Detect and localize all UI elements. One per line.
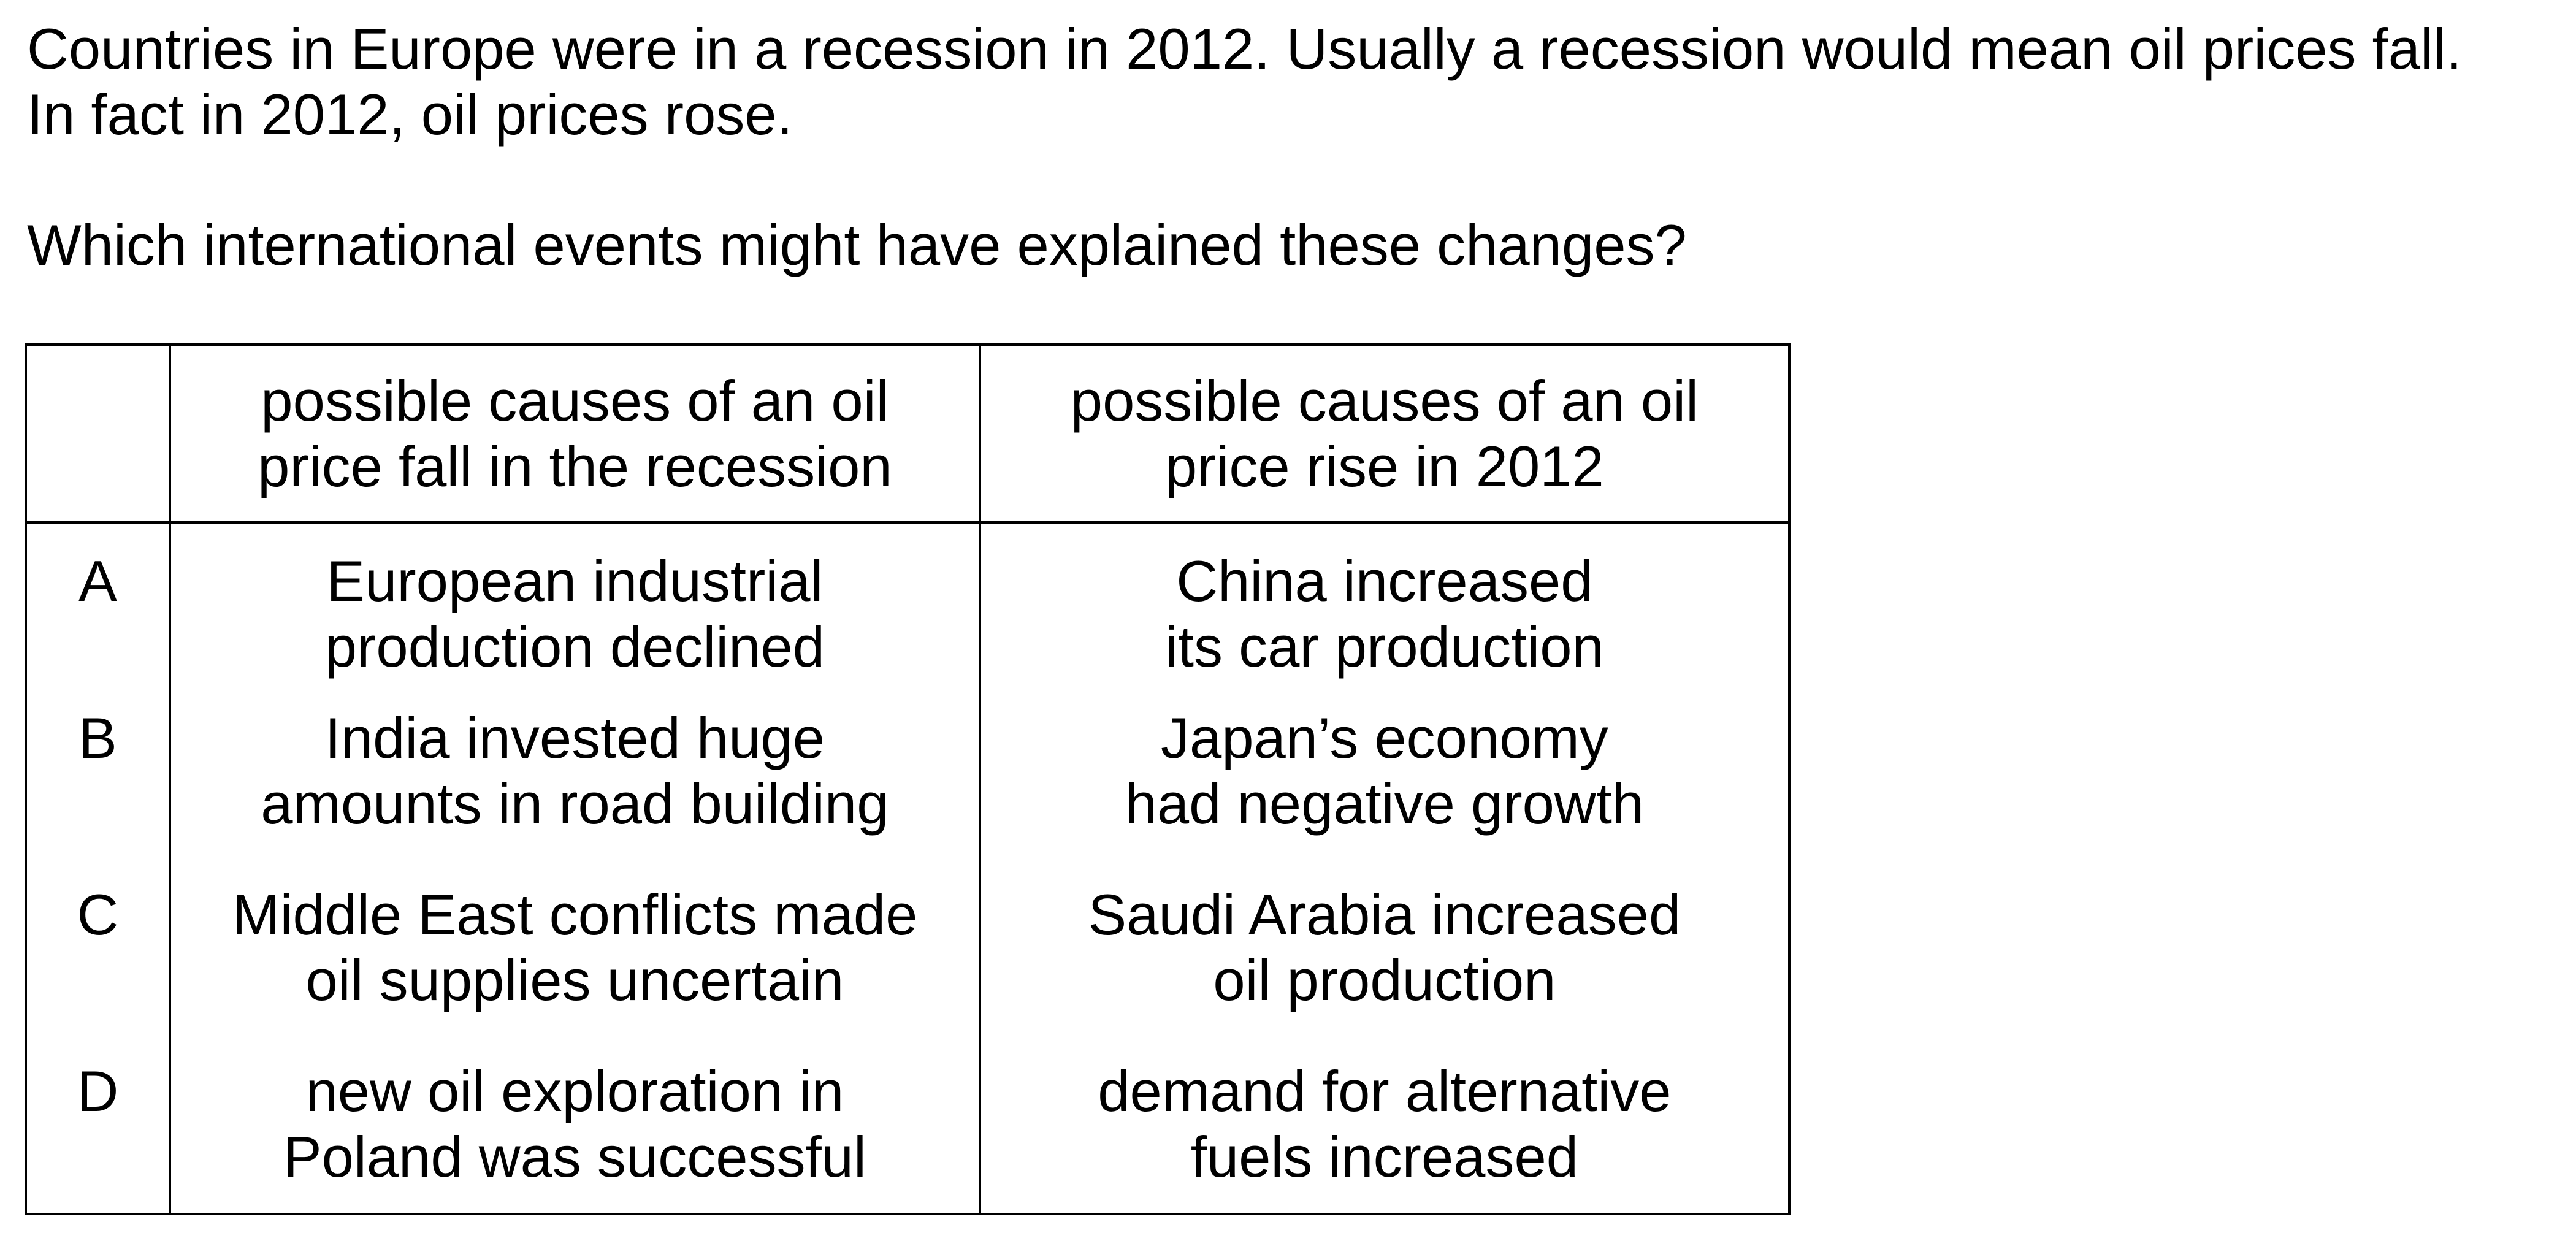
question-text: Which international events might have ex… bbox=[27, 213, 1687, 277]
rise-cause-line-2: fuels increased bbox=[1190, 1125, 1579, 1189]
fall-cause-cell: Middle East conflicts made oil supplies … bbox=[169, 856, 981, 1033]
rise-cause-line-1: Saudi Arabia increased bbox=[1088, 882, 1681, 947]
intro-line-2: In fact in 2012, oil prices rose. bbox=[27, 82, 793, 147]
table-header-row: possible causes of an oil price fall in … bbox=[25, 343, 1791, 524]
fall-cause-cell: India invested huge amounts in road buil… bbox=[169, 679, 981, 856]
fall-cause-line-2: Poland was successful bbox=[283, 1125, 866, 1189]
fall-cause-line-1: European industrial bbox=[326, 549, 824, 613]
rise-cause-cell: China increased its car production bbox=[978, 522, 1791, 679]
rise-cause-line-2: had negative growth bbox=[1125, 771, 1645, 836]
option-letter: B bbox=[25, 679, 171, 856]
intro-paragraph: Countries in Europe were in a recession … bbox=[27, 16, 2541, 147]
rise-cause-line-1: demand for alternative bbox=[1098, 1059, 1672, 1123]
header-rise-cell: possible causes of an oil price rise in … bbox=[978, 343, 1791, 524]
fall-cause-line-1: Middle East conflicts made bbox=[232, 882, 918, 947]
fall-cause-line-1: India invested huge bbox=[324, 706, 825, 770]
header-letter-cell bbox=[25, 343, 171, 524]
header-fall-line-2: price fall in the recession bbox=[258, 434, 892, 498]
rise-cause-cell: Saudi Arabia increased oil production bbox=[978, 856, 1791, 1033]
intro-line-1: Countries in Europe were in a recession … bbox=[27, 17, 2462, 81]
table-row: C Middle East conflicts made oil supplie… bbox=[25, 856, 1791, 1033]
option-letter: D bbox=[25, 1033, 171, 1215]
option-letter: C bbox=[25, 856, 171, 1033]
header-fall-line-1: possible causes of an oil bbox=[261, 369, 889, 433]
table-row: B India invested huge amounts in road bu… bbox=[25, 679, 1791, 856]
rise-cause-line-1: Japan’s economy bbox=[1160, 706, 1608, 770]
fall-cause-cell: new oil exploration in Poland was succes… bbox=[169, 1033, 981, 1215]
fall-cause-cell: European industrial production declined bbox=[169, 522, 981, 679]
rise-cause-line-2: its car production bbox=[1164, 614, 1604, 679]
fall-cause-line-2: production declined bbox=[324, 614, 825, 679]
fall-cause-line-2: amounts in road building bbox=[261, 771, 889, 836]
options-table: possible causes of an oil price fall in … bbox=[25, 343, 1791, 1215]
rise-cause-cell: Japan’s economy had negative growth bbox=[978, 679, 1791, 856]
rise-cause-line-1: China increased bbox=[1176, 549, 1593, 613]
fall-cause-line-2: oil supplies uncertain bbox=[305, 948, 844, 1012]
fall-cause-line-1: new oil exploration in bbox=[305, 1059, 844, 1123]
option-letter: A bbox=[25, 522, 171, 679]
table-row: A European industrial production decline… bbox=[25, 522, 1791, 679]
table-row: D new oil exploration in Poland was succ… bbox=[25, 1033, 1791, 1215]
header-fall-cell: possible causes of an oil price fall in … bbox=[169, 343, 981, 524]
rise-cause-line-2: oil production bbox=[1213, 948, 1556, 1012]
rise-cause-cell: demand for alternative fuels increased bbox=[978, 1033, 1791, 1215]
header-rise-line-1: possible causes of an oil bbox=[1070, 369, 1699, 433]
header-rise-line-2: price rise in 2012 bbox=[1164, 434, 1604, 498]
